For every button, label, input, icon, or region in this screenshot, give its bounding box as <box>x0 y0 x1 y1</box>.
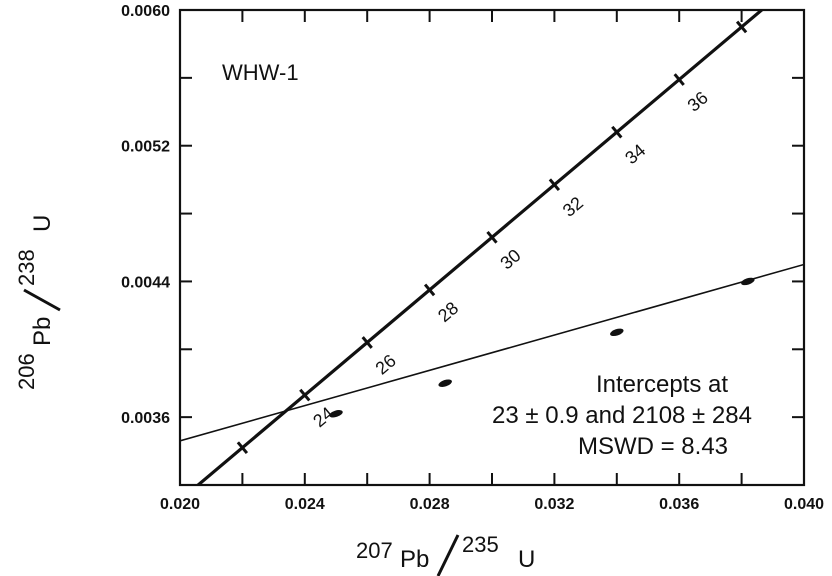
intercept-annotation-line3: MSWD = 8.43 <box>578 433 728 460</box>
x-tick-label: 0.040 <box>784 496 824 513</box>
y-tick-label: 0.0052 <box>121 139 170 156</box>
concordia-age-label: 32 <box>559 193 587 221</box>
y-tick-label: 0.0036 <box>121 410 170 427</box>
data-ellipse <box>741 277 755 286</box>
x-axis-label: 207 Pb 235 U <box>356 532 535 576</box>
svg-text:238: 238 <box>14 249 39 286</box>
intercept-annotation-line2: 23 ± 0.9 and 2108 ± 284 <box>492 402 752 429</box>
svg-text:Pb: Pb <box>29 317 56 346</box>
x-tick-label: 0.020 <box>160 496 200 513</box>
concordia-age-tick <box>361 336 373 349</box>
concordia-age-label: 30 <box>496 245 524 273</box>
svg-text:Pb: Pb <box>400 546 429 573</box>
y-axis-label: 206 Pb 238 U <box>14 215 61 390</box>
y-tick-label: 0.0060 <box>121 3 170 20</box>
y-tick-label: 0.0044 <box>121 274 170 291</box>
concordia-age-label: 36 <box>684 87 712 115</box>
concordia-age-label: 28 <box>434 298 462 326</box>
concordia-age-tick <box>423 283 436 297</box>
x-tick-label: 0.032 <box>534 496 574 513</box>
svg-text:U: U <box>518 546 535 573</box>
intercept-annotation-line1: Intercepts at <box>596 371 728 398</box>
svg-text:U: U <box>29 215 56 232</box>
concordia-age-label: 26 <box>372 350 400 378</box>
x-tick-label: 0.036 <box>659 496 699 513</box>
concordia-age-tick <box>548 178 561 192</box>
concordia-age-label: 34 <box>621 140 649 168</box>
svg-text:206: 206 <box>14 353 39 390</box>
concordia-age-tick <box>299 388 311 402</box>
sample-label: WHW-1 <box>222 60 299 85</box>
svg-text:207: 207 <box>356 538 393 563</box>
concordia-age-tick <box>611 125 623 139</box>
concordia-age-tick <box>673 73 685 86</box>
data-ellipse <box>438 379 452 387</box>
x-tick-label: 0.028 <box>410 496 450 513</box>
data-ellipse <box>329 410 343 418</box>
concordia-age-tick <box>236 441 249 454</box>
svg-text:235: 235 <box>462 532 499 557</box>
concordia-age-tick <box>486 231 498 244</box>
concordia-age-tick <box>735 20 748 34</box>
x-tick-label: 0.024 <box>285 496 325 513</box>
data-ellipse <box>610 328 624 337</box>
